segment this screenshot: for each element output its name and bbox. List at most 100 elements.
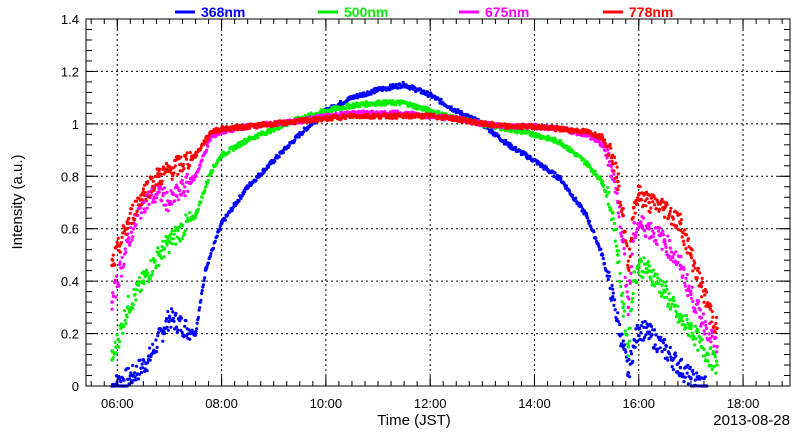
data-point-reading [610,295,615,299]
data-point-reading [621,344,625,349]
data-point [158,185,162,189]
data-point-reading [558,127,563,131]
y-tick-label: 0.8 [61,169,79,184]
x-tick-label: 10:00 [310,396,343,411]
data-point [154,264,159,268]
data-point [621,339,625,343]
data-point [628,281,632,285]
data-point [680,235,684,239]
data-point [695,276,699,280]
data-point [200,289,204,293]
data-point [170,229,174,233]
data-point [703,287,707,292]
data-point [186,189,190,193]
data-point [156,331,160,335]
data-point [618,225,622,229]
data-point [609,207,613,211]
data-point [628,247,632,251]
data-point [647,224,651,228]
data-point-reading [245,137,250,142]
data-point [130,381,134,385]
data-point-reading [245,124,250,129]
data-point [689,296,694,300]
data-point [120,235,124,239]
data-point [126,226,130,230]
data-point [715,350,719,354]
data-point [182,189,186,194]
data-point [181,223,185,228]
data-point [188,337,192,341]
data-point [179,155,183,159]
data-point [625,290,629,294]
data-point [198,164,202,168]
data-point [327,118,331,122]
data-point [142,193,146,197]
data-point [651,268,656,272]
data-point [670,365,674,369]
data-point [119,326,123,330]
data-point [618,322,622,327]
data-point [146,272,150,276]
data-point [197,203,201,207]
data-point [119,241,124,245]
data-point [702,348,706,352]
data-point-reading [689,253,693,257]
data-point [179,316,184,320]
data-point-reading [428,108,433,113]
data-point-reading [193,153,198,158]
data-point [218,227,222,231]
data-point [622,247,626,251]
data-point [620,332,624,336]
data-point [629,352,634,356]
data-point [159,256,164,260]
data-point [171,316,175,320]
data-point [255,126,259,130]
data-point-reading [141,279,146,283]
data-point [645,197,649,201]
data-point [330,109,334,113]
x-tick-label: 12:00 [414,396,447,411]
data-point [171,192,175,197]
data-point [227,150,231,154]
data-point-reading [637,326,641,331]
data-point [183,229,187,233]
y-tick-label: 1 [72,117,79,132]
data-point [685,251,689,255]
data-point [666,216,671,220]
data-point [176,186,180,190]
data-point [713,330,717,334]
data-point [662,200,666,204]
data-point [161,239,165,243]
data-point [164,234,168,239]
data-point-reading [600,179,605,184]
data-point [665,203,669,207]
data-point [672,356,676,360]
data-point-reading [616,179,620,184]
data-point [195,327,199,331]
data-point [608,286,612,290]
data-point [635,202,639,206]
data-point [700,295,704,299]
data-point [674,309,678,313]
data-point [131,363,135,367]
data-point [183,324,187,328]
data-point [603,149,607,153]
data-point [681,372,685,376]
data-point [654,207,659,211]
data-point [509,143,513,147]
data-point [609,146,613,150]
data-point-reading [193,174,198,179]
data-point [710,320,714,324]
data-point [164,170,168,174]
data-point [199,200,203,204]
data-point-reading [678,263,683,268]
data-point [672,252,676,256]
data-point [657,282,661,286]
data-point [648,275,652,279]
data-point [437,109,441,113]
data-point [649,196,654,200]
data-point [643,335,647,339]
data-point-reading [532,158,537,163]
data-point [648,193,652,197]
data-point [686,287,691,291]
